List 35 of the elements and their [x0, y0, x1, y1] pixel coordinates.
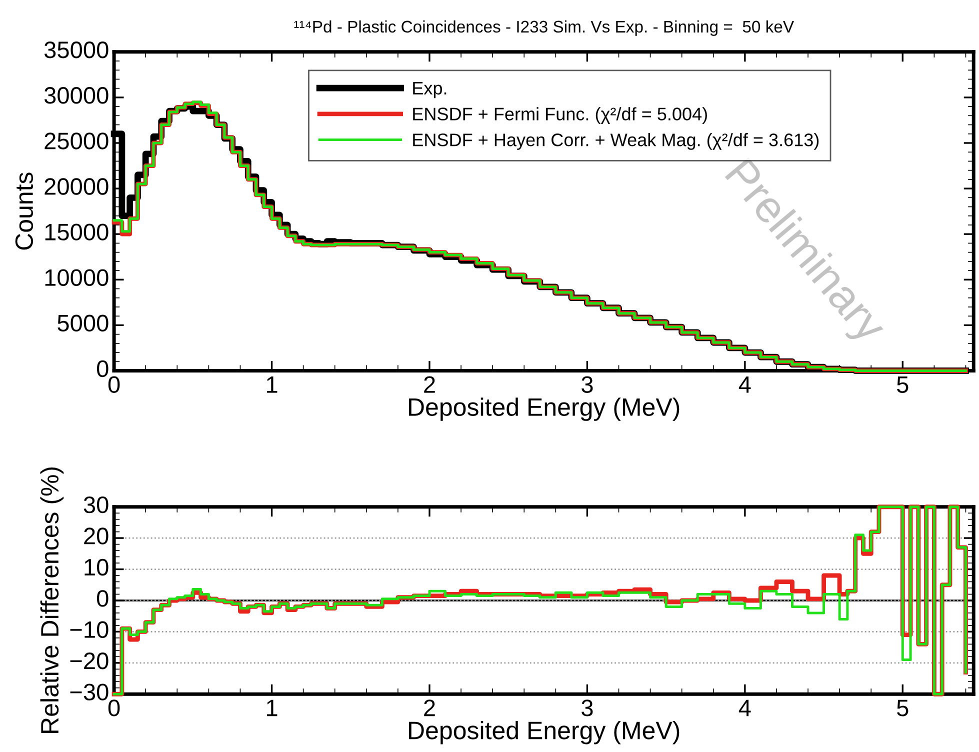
y-tick-label: −10 — [70, 621, 108, 638]
y-tick-label: 0 — [96, 360, 108, 378]
y-tick-label: 10 — [84, 558, 108, 576]
legend-label: Exp. — [413, 82, 446, 98]
y-axis-title: Counts — [15, 172, 34, 250]
y-tick-label: −20 — [70, 652, 108, 670]
x-tick-label: 4 — [738, 700, 751, 716]
chart-title: ¹¹⁴Pd - Plastic Coincidences - I233 Sim. Vs Exp. - Binning = 50 keV — [294, 20, 794, 36]
y-tick-label: 20000 — [44, 178, 108, 195]
legend-label: ENSDF + Hayen Corr. + Weak Mag. (χ²/df = 3.613) — [413, 133, 819, 150]
y-tick-label: 5000 — [58, 314, 108, 332]
y-tick-label: −30 — [70, 684, 108, 700]
x-tick-label: 1 — [267, 700, 278, 716]
y-tick-label: 35000 — [44, 42, 108, 58]
x-tick-label: 5 — [897, 700, 908, 716]
y-tick-label: 30 — [84, 496, 108, 514]
x-tick-label: 2 — [424, 700, 435, 716]
x-tick-label: 5 — [897, 376, 908, 393]
x-axis-title: Deposited Energy (MeV) — [409, 398, 680, 421]
y-tick-label: 25000 — [44, 132, 108, 150]
y-tick-label: 15000 — [45, 224, 108, 240]
x-tick-label: 2 — [424, 376, 435, 393]
x-tick-label: 1 — [267, 376, 278, 393]
x-tick-label: 4 — [738, 376, 751, 393]
y-tick-label: 0 — [96, 590, 108, 607]
y-tick-label: 30000 — [44, 87, 108, 104]
x-tick-label: 0 — [108, 376, 120, 393]
x-tick-label: 0 — [108, 700, 120, 716]
x-tick-label: 3 — [582, 700, 593, 716]
legend-label: ENSDF + Fermi Func. (χ²/df = 5.004) — [413, 107, 707, 124]
x-axis-title: Deposited Energy (MeV) — [409, 720, 680, 744]
y-axis-title: Relative Differences (%) — [40, 467, 64, 733]
y-tick-label: 20 — [84, 528, 108, 544]
x-tick-label: 3 — [582, 376, 593, 393]
y-tick-label: 10000 — [45, 269, 108, 286]
